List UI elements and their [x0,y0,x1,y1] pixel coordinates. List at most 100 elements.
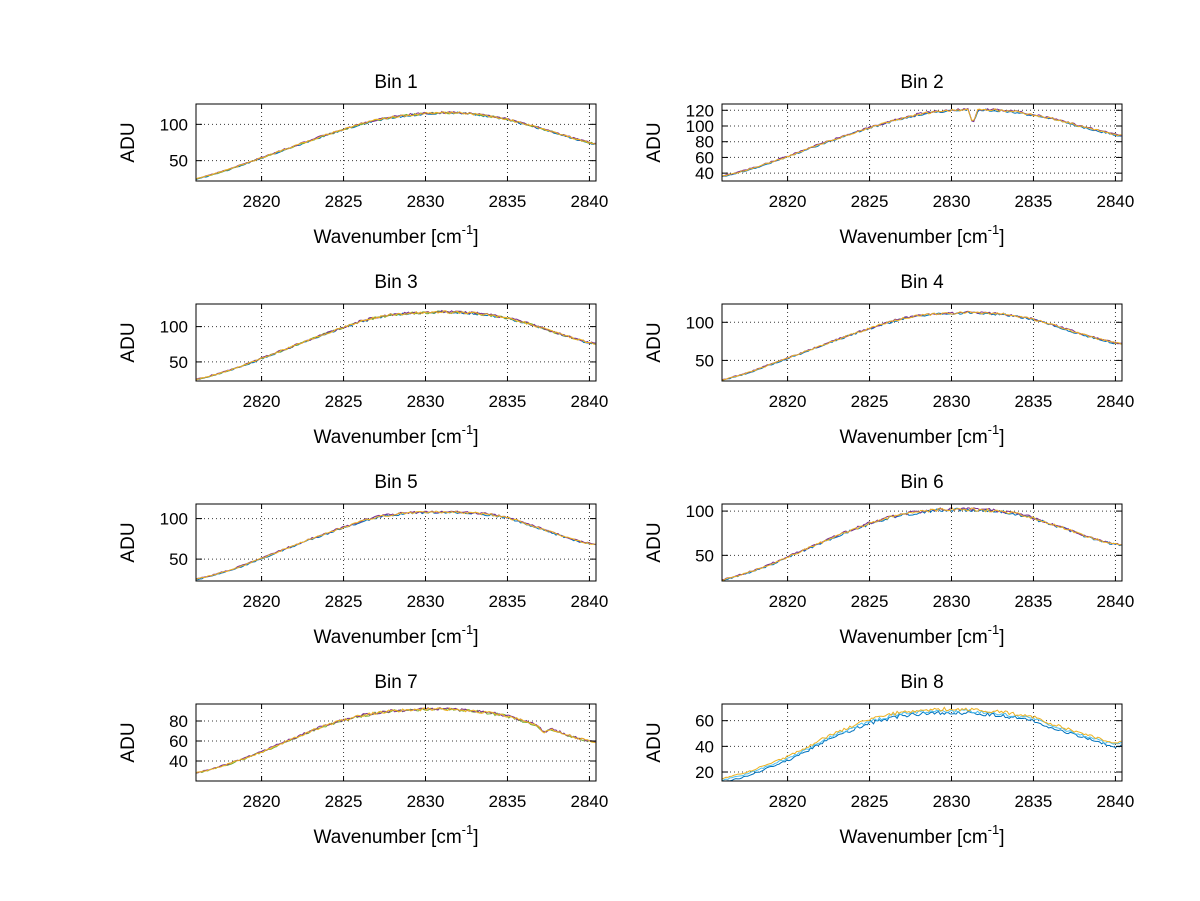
x-axis-label: Wavenumber [cm-1] [313,222,478,248]
y-axis-label: ADU [118,522,139,562]
subplot-bin-8: 20 40 60 2820 2825 2830 2835 2840 Bin 8 ADU Wavenu… [622,656,1182,856]
x-tick-label: 2825 [325,592,363,611]
x-axis-label-main: Wavenumber [cm [839,827,987,848]
plot-canvas-bin-1: 50 100 2820 2825 2830 2835 2840 Bin 1 ADU Wavenum… [118,72,609,248]
x-tick-label: 2825 [851,592,889,611]
x-tick-label: 2830 [407,192,445,211]
plot-border [721,103,1123,182]
subplot-title: Bin 5 [374,472,417,493]
x-tick-label: 2830 [933,392,971,411]
y-axis-label: ADU [644,522,665,562]
x-tick-label: 2820 [243,592,281,611]
y-tick-label: 100 [686,313,714,332]
plot-border [195,703,597,782]
plot-border [195,503,597,582]
subplot-bin-6: 50 100 2820 2825 2830 2835 2840 Bin 6 ADU Wavenum… [622,456,1182,656]
data-trace-green [195,707,596,774]
data-trace-gold [195,707,596,774]
x-tick-label: 2820 [769,192,807,211]
x-tick-label: 2820 [769,392,807,411]
x-tick-label: 2835 [489,392,527,411]
x-tick-label: 2835 [1015,192,1053,211]
data-trace-purple [195,706,596,774]
data-trace-blue [721,108,1122,178]
y-axis-label: ADU [118,722,139,762]
y-axis-label: ADU [644,322,665,362]
plot-canvas-bin-6: 50 100 2820 2825 2830 2835 2840 Bin 6 ADU Wavenum… [644,472,1135,648]
x-axis-label-sup: -1 [988,822,1000,837]
data-trace-gold [721,507,1122,581]
x-tick-label: 2820 [769,792,807,811]
y-tick-label: 50 [695,351,714,370]
x-tick-label: 2840 [571,392,609,411]
data-trace-blue [722,507,1122,582]
subplot-bin-7: 40 60 80 2820 2825 2830 2835 2840 Bin 7 ADU Wavenu… [96,656,656,856]
subplot-bin-4: 50 100 2820 2825 2830 2835 2840 Bin 4 ADU Wavenum… [622,256,1182,456]
data-trace-blue [722,710,1122,782]
x-axis-label: Wavenumber [cm-1] [313,822,478,848]
x-axis-label-sup: -1 [462,822,474,837]
data-trace-purple [195,309,596,380]
y-tick-label: 60 [695,148,714,167]
x-axis-label: Wavenumber [cm-1] [313,622,478,648]
data-trace-blue [195,111,596,181]
x-tick-label: 2835 [489,792,527,811]
subplot-title: Bin 3 [374,272,417,293]
x-tick-label: 2825 [851,792,889,811]
y-tick-label: 100 [686,117,714,136]
subplot-title: Bin 2 [900,72,943,93]
x-axis-label-sup: -1 [988,422,1000,437]
plot-border [195,103,597,182]
x-tick-label: 2840 [1097,592,1135,611]
y-tick-label: 120 [686,101,714,120]
subplot-title: Bin 7 [374,672,417,693]
data-trace-gold [195,510,596,581]
x-axis-label-sup: -1 [988,622,1000,637]
x-axis-label-close: ] [473,627,478,648]
x-axis-label-close: ] [473,827,478,848]
y-tick-label: 80 [695,133,714,152]
x-tick-label: 2840 [1097,392,1135,411]
data-trace-gold [721,310,1122,381]
subplot-bin-5: 50 100 2820 2825 2830 2835 2840 Bin 5 ADU Wavenum… [96,456,656,656]
y-tick-label: 60 [695,712,714,731]
x-axis-label-close: ] [473,427,478,448]
x-tick-label: 2820 [243,192,281,211]
x-tick-label: 2820 [769,592,807,611]
x-axis-label-close: ] [999,827,1004,848]
data-trace-blue [721,311,1122,382]
y-axis-label: ADU [118,122,139,162]
data-trace-gold [195,111,596,180]
x-tick-label: 2825 [851,192,889,211]
subplot-title: Bin 6 [900,472,943,493]
data-trace-gold [195,310,596,381]
x-tick-label: 2835 [489,592,527,611]
x-tick-label: 2840 [571,192,609,211]
data-trace-gold [721,706,1122,780]
x-tick-label: 2840 [571,592,609,611]
y-tick-label: 50 [169,550,188,569]
x-tick-label: 2820 [243,792,281,811]
data-trace-green [195,310,596,381]
x-tick-label: 2830 [407,592,445,611]
plot-border [721,303,1123,382]
x-axis-label-sup: -1 [462,422,474,437]
y-tick-label: 100 [160,318,188,337]
y-tick-label: 20 [695,763,714,782]
data-trace-purple [721,107,1122,177]
data-trace-purple [195,110,596,180]
subplot-bin-2: 40 60 80 100 120 2820 2825 2830 2835 2840 Bin 2 ADU… [622,56,1182,256]
x-axis-label-close: ] [999,227,1004,248]
x-tick-label: 2835 [1015,392,1053,411]
subplot-title: Bin 8 [900,672,943,693]
x-axis-label: Wavenumber [cm-1] [839,222,1004,248]
data-trace-blue [195,510,596,581]
data-trace-cyan [721,709,1122,782]
x-axis-label: Wavenumber [cm-1] [839,622,1004,648]
x-axis-label-main: Wavenumber [cm [313,627,461,648]
y-tick-label: 80 [169,712,188,731]
data-trace-purple [195,510,596,580]
